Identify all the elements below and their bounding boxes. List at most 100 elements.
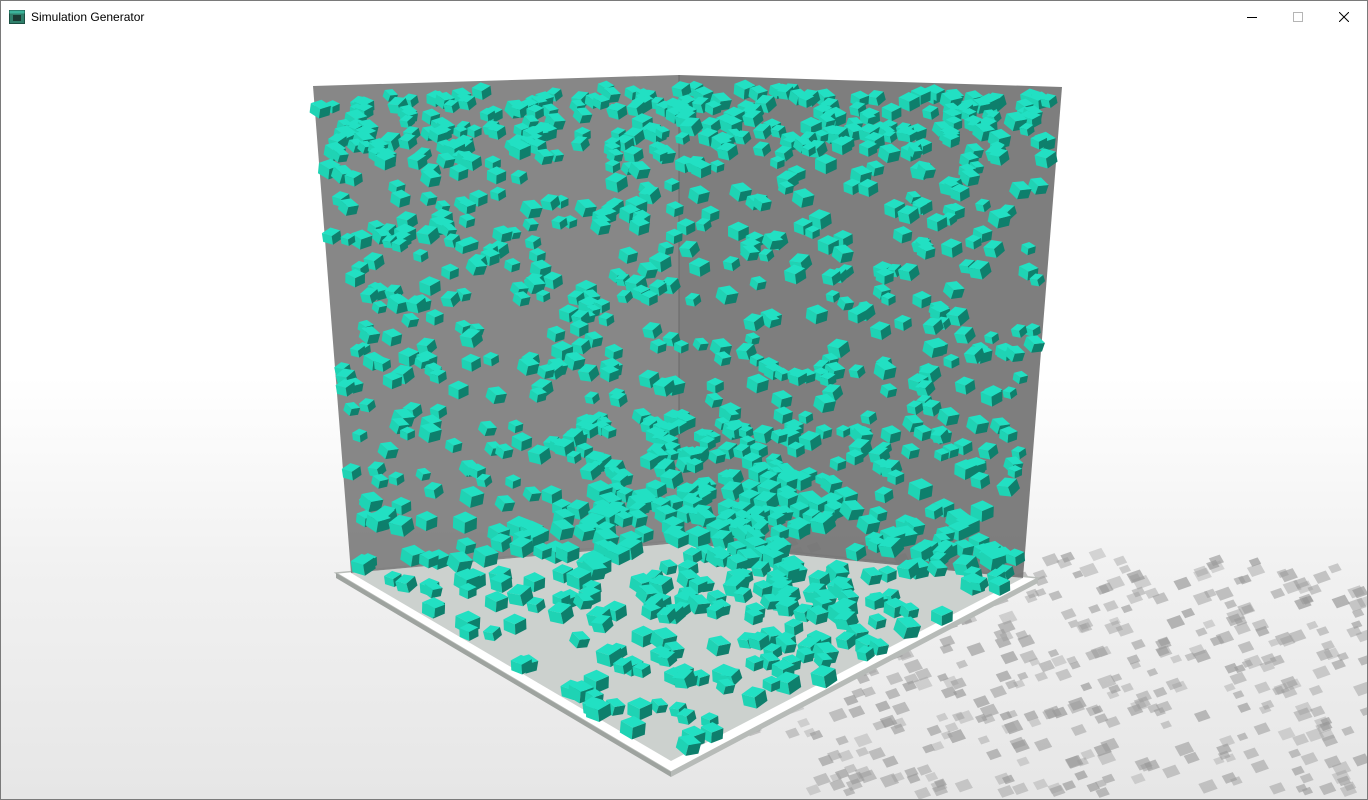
- cube-shadow: [1351, 608, 1365, 618]
- cube-shadow: [1208, 554, 1225, 567]
- cube: [777, 180, 794, 195]
- cube: [987, 208, 1012, 229]
- cube-shadow: [1268, 638, 1280, 647]
- cube-shadow: [1308, 685, 1324, 696]
- cube-shadow: [1174, 741, 1195, 757]
- cube: [898, 91, 920, 112]
- cube: [605, 172, 628, 193]
- cube-shadow: [1221, 772, 1238, 784]
- cube-shadow: [1198, 779, 1218, 794]
- cube-shadow: [1357, 655, 1367, 666]
- cube: [337, 198, 359, 216]
- cube-shadow: [885, 672, 904, 686]
- cube: [374, 150, 396, 171]
- cube-shadow: [1224, 662, 1239, 674]
- cube-shadow: [1005, 679, 1019, 690]
- cube: [391, 237, 409, 253]
- cube-shadow: [922, 743, 935, 754]
- cube-shadow: [1319, 729, 1336, 742]
- cube-shadow: [1305, 727, 1325, 742]
- cube-shadow: [843, 787, 856, 797]
- cube: [671, 81, 692, 99]
- cube: [419, 191, 438, 206]
- window-title: Simulation Generator: [31, 9, 145, 24]
- cube: [915, 162, 937, 179]
- cube-shadow: [1203, 588, 1217, 599]
- cube-shadow: [1233, 664, 1246, 674]
- cube: [675, 131, 691, 145]
- cube-shadow: [913, 676, 933, 691]
- cube-shadow: [1237, 641, 1255, 654]
- cube-shadow: [851, 687, 866, 699]
- cube-shadow: [1323, 647, 1341, 661]
- title-bar[interactable]: Simulation Generator: [1, 1, 1367, 32]
- cube: [742, 109, 764, 128]
- cube-shadow: [885, 688, 901, 700]
- cube-shadow: [1104, 716, 1121, 728]
- cube-shadow: [1108, 684, 1121, 694]
- cube-shadow: [951, 711, 965, 722]
- cube-shadow: [1255, 625, 1270, 637]
- cube-shadow: [994, 772, 1012, 785]
- cube-shadow: [1088, 604, 1101, 614]
- cube-shadow: [1162, 764, 1181, 779]
- close-button[interactable]: [1321, 1, 1367, 32]
- simulation-viewport[interactable]: [1, 32, 1367, 799]
- cube: [479, 107, 496, 122]
- cube-shadow: [1306, 620, 1319, 630]
- minimize-button[interactable]: [1229, 1, 1275, 32]
- cube-shadow: [1074, 770, 1088, 781]
- cube-shadow: [1316, 626, 1330, 637]
- cube-shadow: [1070, 724, 1087, 736]
- cube-shadow: [1224, 599, 1238, 610]
- cube-shadow: [997, 784, 1015, 798]
- cube: [399, 114, 416, 129]
- cube-shadow: [1041, 553, 1060, 567]
- cube: [390, 189, 411, 208]
- cube: [770, 155, 785, 170]
- cube-shadow: [1097, 674, 1117, 689]
- cube-shadow: [818, 754, 834, 767]
- cube-shadow: [1109, 616, 1121, 626]
- cube-shadow: [1065, 754, 1084, 769]
- cube-shadow: [950, 677, 967, 690]
- cube-shadow: [1085, 704, 1102, 717]
- cube-shadow: [1215, 630, 1235, 645]
- cube: [716, 142, 739, 161]
- cube: [858, 178, 879, 198]
- cube-shadow: [1146, 668, 1159, 677]
- cube-shadow: [1316, 648, 1334, 661]
- cube-shadow: [1034, 671, 1049, 682]
- cube: [733, 130, 752, 145]
- cube: [458, 198, 476, 215]
- maximize-button[interactable]: [1275, 1, 1321, 32]
- cube-shadow: [937, 673, 949, 682]
- simulation-scene: [309, 75, 1367, 799]
- cube-shadow: [1060, 551, 1075, 563]
- cube: [704, 100, 722, 116]
- cube: [443, 99, 460, 114]
- cube: [882, 130, 898, 144]
- cube-shadow: [1261, 699, 1275, 710]
- cube-shadow: [1309, 705, 1326, 718]
- cube-shadow: [1101, 773, 1116, 784]
- cube: [1030, 134, 1048, 150]
- cube-shadow: [1230, 776, 1243, 786]
- cube: [458, 213, 476, 229]
- cube-shadow: [1095, 779, 1107, 788]
- cube-shadow: [1295, 783, 1308, 793]
- cube-shadow: [1341, 726, 1355, 736]
- cube-shadow: [1055, 668, 1072, 682]
- cube-shadow: [1130, 772, 1146, 785]
- cube-shadow: [1217, 750, 1231, 761]
- cube-shadow: [955, 710, 975, 725]
- cube-shadow: [1011, 739, 1030, 754]
- cube: [628, 217, 650, 236]
- cube-shadow: [854, 765, 872, 780]
- cube-shadow: [1353, 681, 1367, 697]
- cube: [858, 140, 878, 157]
- cube-shadow: [1225, 613, 1243, 627]
- cube-shadow: [1170, 654, 1183, 664]
- cube: [770, 124, 787, 138]
- cube-shadow: [1352, 586, 1367, 599]
